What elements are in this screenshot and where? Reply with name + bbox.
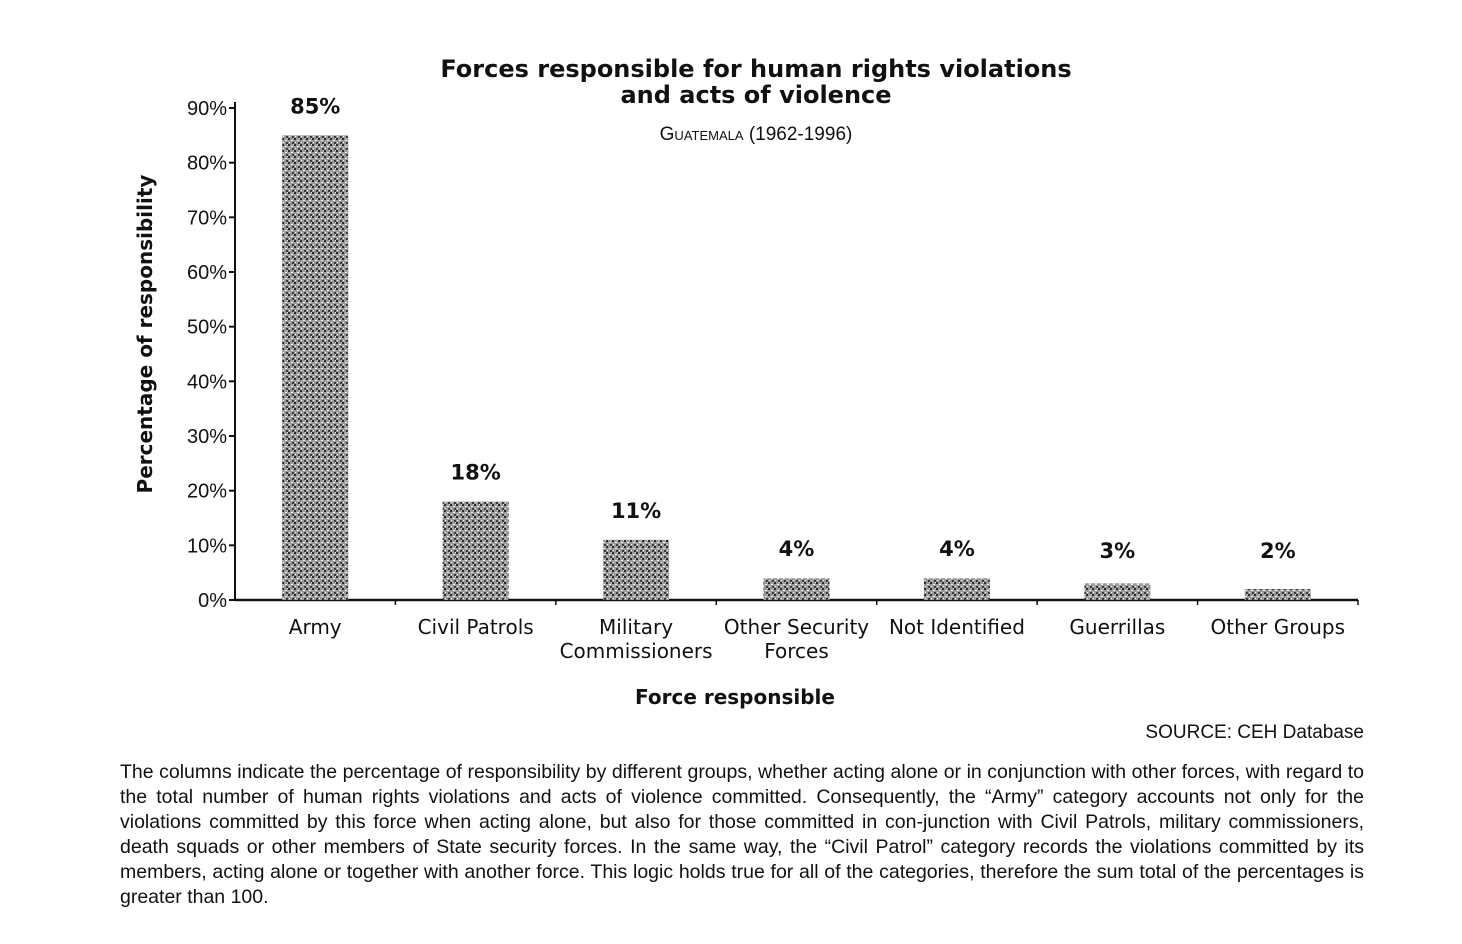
chart-title-line: and acts of violence [620,81,891,109]
x-tick-label: Army [289,615,342,639]
x-tick-label: Commissioners [560,639,713,663]
y-tick-label: 40% [187,371,227,393]
bar [1084,583,1151,600]
x-tick-label: Not Identified [889,615,1025,639]
bar-chart: Forces responsible for human rights viol… [133,55,1359,709]
bar [603,539,670,600]
chart-title-line: Forces responsible for human rights viol… [440,55,1071,83]
y-tick-label: 80% [187,153,227,175]
y-axis: 0% 10% 20% 30% 40% 50% 60% 70% 80% 90% [187,98,236,612]
data-label: 4% [939,537,975,561]
y-tick-label: 70% [187,207,227,229]
x-tick-label: Civil Patrols [418,615,534,639]
data-label: 85% [290,94,340,118]
y-tick-label: 30% [187,426,227,448]
data-label: 4% [779,537,815,561]
bar [442,501,509,600]
x-axis-title: Force responsible [635,685,835,709]
y-tick-label: 20% [187,481,227,503]
data-label: 3% [1100,539,1136,563]
x-tick-label: Forces [764,639,829,663]
data-label: 18% [451,461,501,485]
bar [923,578,990,600]
y-tick-label: 60% [187,262,227,284]
y-tick-label: 0% [198,590,227,612]
bar [763,578,830,600]
x-tick-label: Other Groups [1211,615,1345,639]
bars: 85% 18% 11% 4% 4% 3% 2% [282,94,1311,601]
x-tick-label: Guerrillas [1069,615,1165,639]
chart-subtitle: Guatemala (1962-1996) [660,124,853,145]
y-tick-label: 90% [187,98,227,120]
x-tick-label: Other Security [724,615,869,639]
data-label: 2% [1260,539,1296,563]
y-tick-label: 50% [187,317,227,339]
bar [1244,589,1311,600]
y-axis-title: Percentage of responsibility [133,175,157,494]
caption-text: The columns indicate the percentage of r… [120,761,1364,908]
bar [282,135,349,601]
y-tick-label: 10% [187,535,227,557]
x-tick-label: Military [599,615,673,639]
chart-title: Forces responsible for human rights viol… [440,55,1071,109]
source-note: SOURCE: CEH Database [1145,722,1364,743]
data-label: 11% [611,499,661,523]
